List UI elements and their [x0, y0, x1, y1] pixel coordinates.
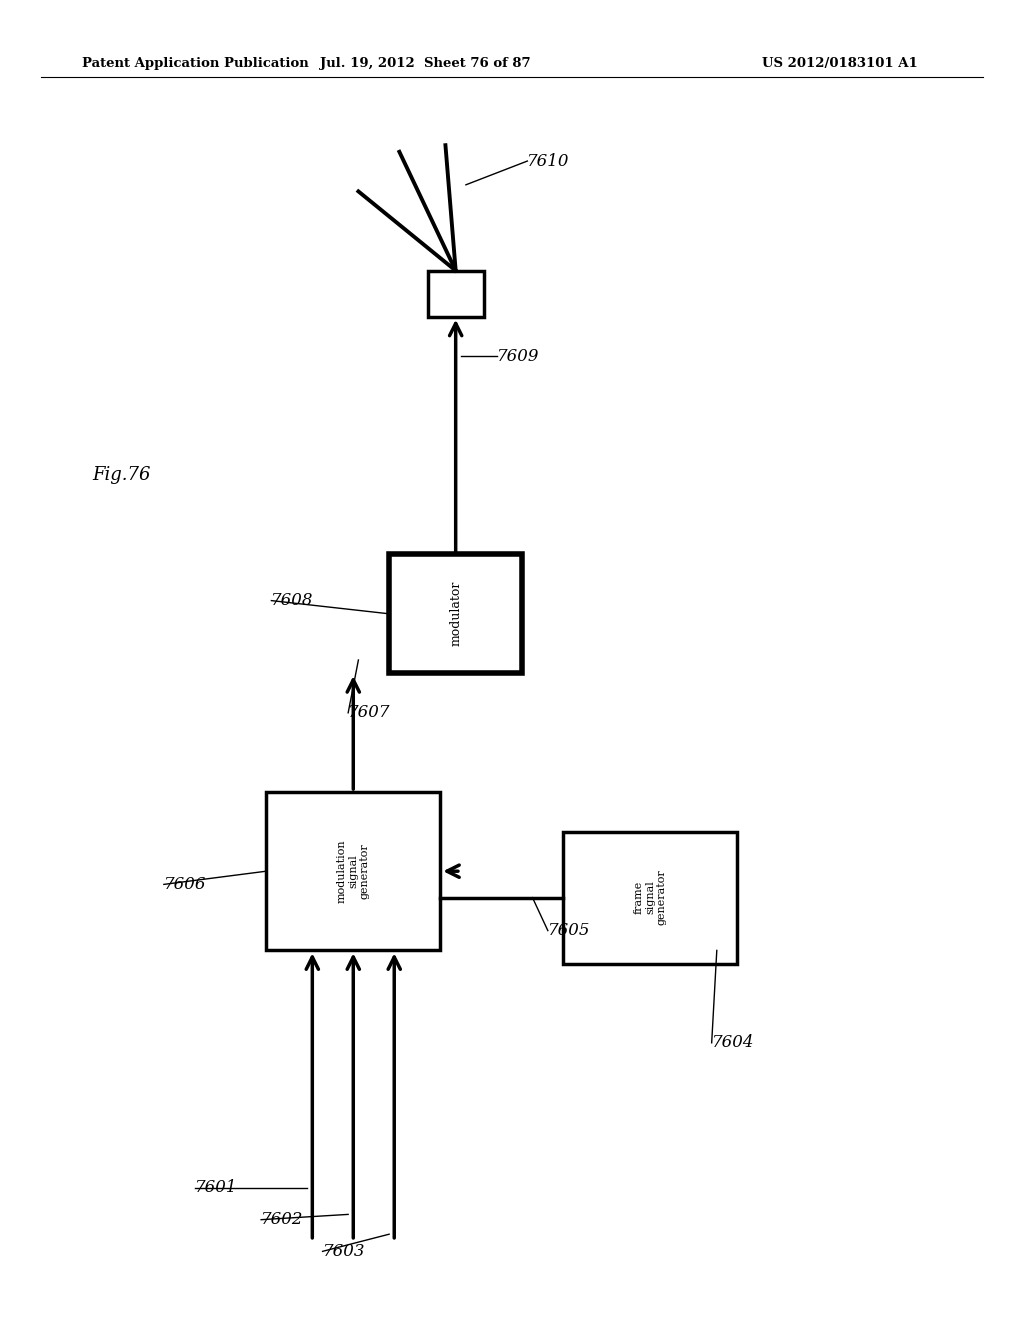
Text: 7603: 7603: [323, 1243, 366, 1259]
Text: 7606: 7606: [164, 876, 207, 892]
Bar: [389, 554, 522, 673]
Text: Fig.76: Fig.76: [92, 466, 151, 484]
Text: frame
signal
generator: frame signal generator: [634, 870, 667, 925]
Text: US 2012/0183101 A1: US 2012/0183101 A1: [762, 57, 918, 70]
Bar: [266, 792, 440, 950]
Text: 7604: 7604: [712, 1035, 755, 1051]
Text: 7609: 7609: [497, 348, 540, 364]
Text: 7602: 7602: [261, 1212, 304, 1228]
Text: 7601: 7601: [195, 1180, 238, 1196]
Text: Jul. 19, 2012  Sheet 76 of 87: Jul. 19, 2012 Sheet 76 of 87: [319, 57, 530, 70]
Text: modulation
signal
generator: modulation signal generator: [337, 840, 370, 903]
Text: 7608: 7608: [271, 593, 314, 609]
Text: modulator: modulator: [450, 581, 462, 647]
Text: 7605: 7605: [548, 923, 591, 939]
Text: Patent Application Publication: Patent Application Publication: [82, 57, 308, 70]
Bar: [428, 271, 483, 317]
Text: 7607: 7607: [348, 705, 391, 721]
Text: 7610: 7610: [527, 153, 570, 169]
Bar: [563, 832, 737, 964]
